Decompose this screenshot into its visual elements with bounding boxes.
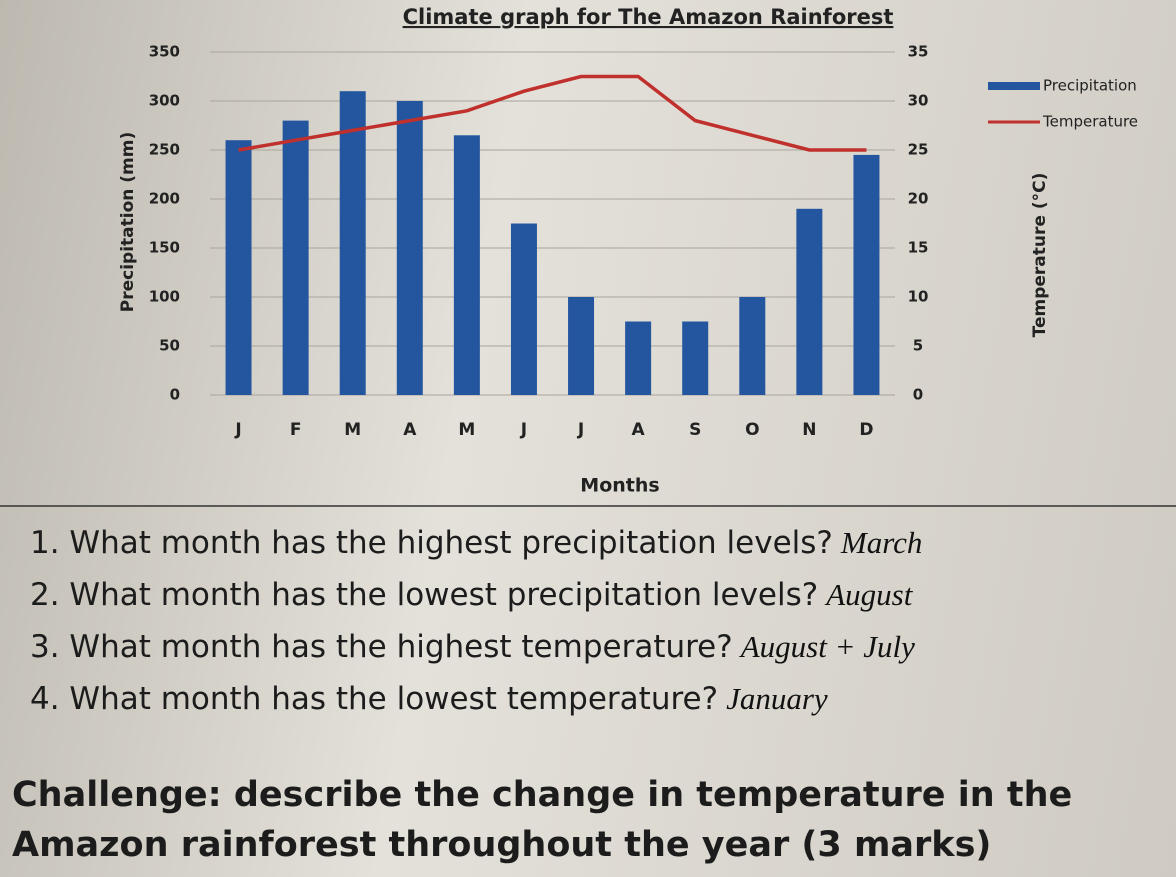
y2-tick-label: 10: [908, 288, 929, 306]
bar: [625, 321, 652, 395]
y2-axis-title: Temperature (°C): [1030, 173, 1050, 338]
bar: [796, 208, 823, 395]
bar: [225, 140, 252, 395]
handwritten-answer: August: [826, 577, 913, 612]
y-tick-label: 200: [149, 190, 180, 208]
x-tick-label: J: [577, 420, 584, 440]
y2-tick-label: 15: [908, 239, 929, 257]
y-tick-label: 250: [149, 141, 180, 159]
y-axis-title: Precipitation (mm): [118, 132, 138, 313]
question: 4. What month has the lowest temperature…: [30, 681, 828, 717]
bar: [510, 223, 537, 395]
x-tick-label: M: [344, 420, 361, 440]
y2-tick-label: 25: [908, 141, 929, 159]
bar: [453, 135, 480, 396]
y-tick-label: 150: [149, 239, 180, 257]
x-tick-label: A: [632, 420, 646, 440]
bar: [739, 297, 766, 395]
y-tick-label: 0: [170, 386, 180, 404]
bar: [568, 297, 595, 395]
y2-tick-label: 20: [908, 190, 929, 208]
y2-tick-label: 5: [913, 337, 923, 355]
question-text: 4. What month has the lowest temperature…: [30, 681, 719, 717]
y2-tick-label: 0: [913, 386, 923, 404]
x-axis-title: Months: [580, 475, 659, 497]
y-tick-label: 300: [149, 92, 180, 110]
temperature-line: [238, 74, 867, 152]
handwritten-answer: January: [726, 681, 828, 716]
x-tick-label: M: [458, 420, 475, 440]
bar: [339, 91, 366, 395]
x-tick-label: O: [745, 420, 759, 440]
bar: [853, 154, 880, 395]
x-tick-label: A: [403, 420, 417, 440]
legend-label: Temperature: [1042, 113, 1138, 131]
question-text: 2. What month has the lowest precipitati…: [30, 577, 819, 613]
bar: [282, 120, 309, 395]
question: 3. What month has the highest temperatur…: [30, 629, 915, 665]
chart-title: Climate graph for The Amazon Rainforest: [403, 5, 894, 29]
x-tick-label: F: [290, 420, 302, 440]
legend-swatch: [988, 82, 1040, 90]
question: 1. What month has the highest precipitat…: [30, 525, 922, 561]
y-tick-label: 100: [149, 288, 180, 306]
chart: Climate graph for The Amazon Rainforest …: [0, 5, 1176, 507]
question: 2. What month has the lowest precipitati…: [30, 577, 912, 613]
x-tick-label: D: [859, 420, 873, 440]
legend-label: Precipitation: [1043, 77, 1137, 95]
y-tick-label: 350: [149, 43, 180, 61]
y2-tick-label: 35: [908, 43, 929, 61]
x-tick-label: J: [234, 420, 241, 440]
handwritten-answer: August + July: [740, 629, 915, 664]
x-tick-label: S: [689, 420, 701, 440]
handwritten-answer: March: [840, 525, 923, 560]
bar: [682, 321, 709, 395]
challenge: Challenge: describe the change in temper…: [12, 775, 1073, 865]
question-text: 3. What month has the highest temperatur…: [30, 629, 733, 665]
x-tick-label: J: [520, 420, 527, 440]
question-text: 1. What month has the highest precipitat…: [30, 525, 833, 561]
y2-tick-label: 30: [908, 92, 929, 110]
bar: [396, 101, 423, 395]
y-tick-label: 50: [159, 337, 180, 355]
x-tick-label: N: [802, 420, 816, 440]
